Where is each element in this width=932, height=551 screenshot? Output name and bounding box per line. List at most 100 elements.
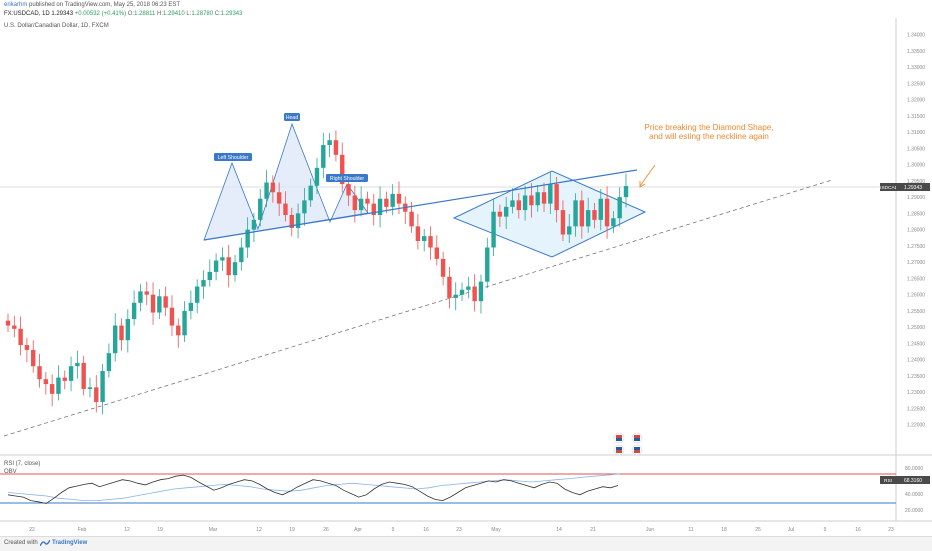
y-tick-label: 1.34000 bbox=[907, 33, 925, 39]
y-tick-label: 1.29500 bbox=[907, 179, 925, 185]
head-tag[interactable]: Head bbox=[284, 113, 300, 121]
candle-body bbox=[24, 345, 30, 350]
price-axis[interactable]: 1.34000 1.33500 1.33000 1.32500 1.32000 1.315… bbox=[907, 33, 925, 429]
candle-body bbox=[144, 291, 149, 295]
low-label: L: bbox=[186, 11, 192, 17]
candle-body bbox=[365, 198, 370, 204]
candle-body bbox=[529, 195, 534, 206]
y-tick-label: 1.24500 bbox=[907, 341, 925, 347]
annotation-line-1: Price breaking the Diamond Shape, bbox=[644, 123, 773, 132]
candle-body bbox=[478, 281, 484, 302]
candle-body bbox=[510, 200, 515, 207]
candle-body bbox=[396, 193, 402, 204]
candle-body bbox=[503, 206, 509, 217]
candle-body bbox=[176, 325, 181, 336]
candle-body bbox=[31, 349, 36, 367]
y-tick-label: 1.31000 bbox=[907, 130, 925, 136]
rsi-line bbox=[7, 474, 619, 504]
x-tick-label: May bbox=[491, 527, 501, 533]
diamond-pattern[interactable] bbox=[452, 170, 647, 258]
candle-body bbox=[75, 362, 80, 367]
x-tick-label: Jun bbox=[646, 527, 654, 533]
y-tick-label: 1.27500 bbox=[907, 244, 925, 250]
right-shoulder-tag[interactable]: Right Shoulder bbox=[326, 174, 368, 182]
candle-body bbox=[472, 286, 477, 302]
x-tick-label: Mar bbox=[209, 527, 218, 533]
x-tick-label: 14 bbox=[556, 527, 562, 533]
uptrend-dashed-line[interactable] bbox=[3, 179, 833, 437]
x-tick-label: 25 bbox=[755, 527, 761, 533]
candle-body bbox=[302, 200, 307, 214]
candle-body bbox=[377, 198, 383, 215]
candle-body bbox=[258, 198, 263, 220]
head-shoulders-pattern[interactable] bbox=[203, 122, 369, 241]
right-shoulder-label: Right Shoulder bbox=[330, 176, 365, 182]
candle-body bbox=[276, 192, 282, 204]
candle-body bbox=[264, 182, 269, 199]
candle-body bbox=[434, 247, 440, 259]
candle-body bbox=[163, 296, 168, 308]
time-axis[interactable]: 22 Feb 12 19 Mar 12 19 26 Apr 9 16 23 May 14 21 Jun 11 18… bbox=[29, 527, 894, 533]
candle-body bbox=[194, 286, 200, 303]
change-value: +0.00532 (+0.41%) bbox=[74, 11, 127, 17]
candle-body bbox=[207, 271, 212, 281]
y-tick-label: 1.30000 bbox=[907, 163, 925, 169]
candle-body bbox=[491, 211, 496, 248]
rsi-axis-20: 20.0000 bbox=[905, 508, 923, 514]
y-tick-label: 1.25000 bbox=[907, 325, 925, 331]
candle-body bbox=[232, 262, 238, 276]
candle-body bbox=[422, 236, 427, 242]
candle-body bbox=[409, 211, 414, 227]
candle-body bbox=[560, 210, 566, 235]
y-tick-label: 1.22500 bbox=[907, 406, 925, 412]
candle-body bbox=[295, 213, 301, 228]
rsi-label: RSI (7, close) bbox=[4, 461, 41, 467]
y-tick-label: 1.26500 bbox=[907, 276, 925, 282]
x-tick-label: 26 bbox=[323, 527, 329, 533]
symbol-line: FX:USDCAD, 1D 1.29343 bbox=[4, 11, 74, 17]
candle-body bbox=[201, 280, 206, 287]
y-tick-label: 1.23000 bbox=[907, 390, 925, 396]
publisher-line: erikarhm published on TradingView.com, M… bbox=[4, 2, 180, 8]
left-shoulder-tag[interactable]: Left Shoulder bbox=[214, 153, 252, 161]
annotation-line-2: and will esting the neckline again bbox=[649, 132, 769, 141]
x-tick-label: 11 bbox=[688, 527, 693, 533]
candle-body bbox=[617, 197, 622, 219]
candle-body bbox=[321, 145, 326, 168]
obv-label: OBV bbox=[4, 469, 17, 475]
candle-body bbox=[516, 200, 521, 211]
candle-body bbox=[604, 198, 610, 227]
left-shoulder-label: Left Shoulder bbox=[218, 155, 249, 161]
publish-text: published on TradingView.com, May 25, 20… bbox=[29, 2, 180, 8]
candle-body bbox=[358, 198, 364, 211]
rsi-axis-80: 80.0000 bbox=[905, 466, 923, 472]
footer-brand[interactable]: TradingView bbox=[52, 540, 88, 546]
event-flags-icon[interactable] bbox=[613, 432, 643, 456]
candle-body bbox=[428, 236, 433, 248]
price-tag: USDCAD 1.29343 bbox=[878, 183, 930, 191]
candle-body bbox=[213, 260, 219, 272]
ohlc-line: FX:USDCAD, 1D 1.29343 +0.00532 (+0.41%) … bbox=[4, 11, 242, 17]
candle-body bbox=[62, 377, 67, 381]
candle-body bbox=[585, 210, 591, 227]
candle-body bbox=[592, 210, 597, 220]
x-tick-label: 16 bbox=[423, 527, 429, 533]
low-value: 1.28780 bbox=[191, 11, 214, 17]
candle-body bbox=[37, 366, 42, 380]
publisher-user[interactable]: erikarhm bbox=[4, 2, 28, 8]
price-tag-value: 1.29343 bbox=[904, 185, 922, 191]
y-tick-label: 1.23500 bbox=[907, 374, 925, 380]
rsi-axis-40: 40.0000 bbox=[905, 492, 923, 498]
candle-body bbox=[188, 302, 194, 311]
x-tick-label: 23 bbox=[456, 527, 462, 533]
candle-body bbox=[169, 307, 175, 326]
candle-body bbox=[447, 276, 452, 298]
y-tick-label: 1.28500 bbox=[907, 211, 925, 217]
candles bbox=[5, 130, 629, 415]
y-tick-label: 1.29000 bbox=[907, 195, 925, 201]
y-tick-label: 1.33000 bbox=[907, 65, 925, 71]
candle-body bbox=[485, 247, 490, 282]
candle-body bbox=[220, 257, 225, 261]
neckline[interactable] bbox=[203, 169, 638, 241]
